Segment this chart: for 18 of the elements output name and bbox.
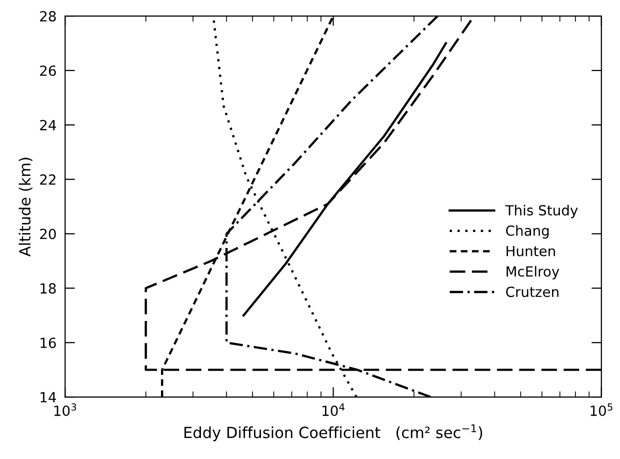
y-tick-label: 16 <box>40 338 56 348</box>
legend-label: Crutzen <box>506 286 558 298</box>
x-axis-title: Eddy Diffusion Coefficient (cm² sec$^{−1}$) <box>184 424 482 442</box>
y-tick-label: 22 <box>40 174 56 185</box>
y-tick-label: 14 <box>40 392 56 402</box>
y-tick-label: 26 <box>40 65 56 76</box>
x-tick-label: 10$^{5}$ <box>590 403 612 416</box>
x-tick-label: 10$^{3}$ <box>54 403 76 416</box>
y-tick-label: 24 <box>40 120 56 130</box>
y-tick-label: 20 <box>40 228 56 240</box>
legend-label: This Study <box>505 204 578 218</box>
y-tick-label: 28 <box>40 11 56 22</box>
legend-label: Chang <box>506 225 549 239</box>
y-axis-title: Altitude (km) <box>18 158 32 257</box>
y-tick-label: 18 <box>40 283 56 294</box>
legend-label: Hunten <box>506 246 555 256</box>
x-tick-label: 10$^{4}$ <box>322 403 344 416</box>
legend-label: McElroy <box>506 266 560 280</box>
